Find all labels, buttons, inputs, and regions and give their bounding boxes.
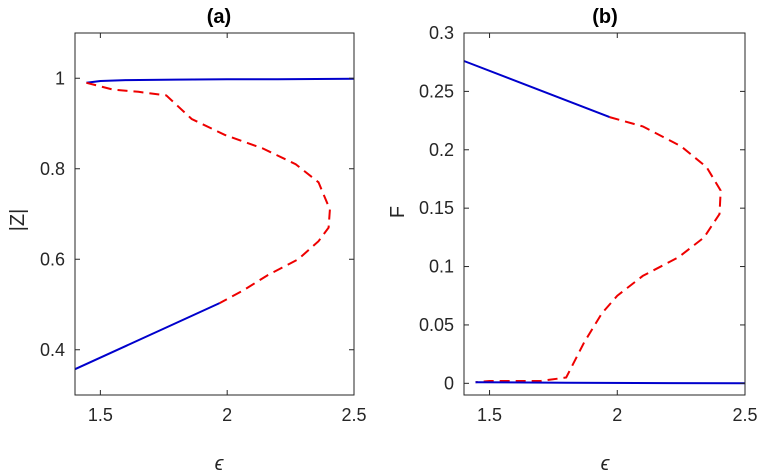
y-tick-label: 0.15 [419, 198, 454, 218]
series-line-stable-lower [475, 381, 746, 385]
x-tick-label: 2 [612, 405, 622, 425]
x-tick-label: 2.5 [341, 405, 366, 425]
y-tick-label: 0 [444, 373, 454, 393]
series-line-unstable [475, 116, 722, 384]
panel-b-plot [463, 60, 746, 385]
series-line-unstable [86, 81, 331, 304]
panel-a-x-label: ϵ [215, 453, 225, 474]
panel-a-axes-box [74, 32, 355, 396]
panel-b-title: (b) [592, 6, 618, 28]
x-tick-label: 1.5 [88, 405, 113, 425]
y-tick-label: 0.2 [429, 140, 454, 160]
y-tick-label: 0.1 [429, 257, 454, 277]
panel-b-ticks: 1.5 2 2.5 0 0.05 0.1 0.15 0.2 0.25 0.3 [419, 23, 758, 425]
y-tick-label: 0.05 [419, 315, 454, 335]
panel-b: (b) 1.5 2 2.5 0 0.05 0.1 0.15 0.2 0.25 0.3 ϵ F [387, 6, 758, 474]
panel-b-y-label: F [387, 206, 409, 218]
panel-a-y-label: |Z| [7, 209, 29, 232]
series-line-stable-upper [86, 77, 355, 84]
panel-a-plot [74, 77, 355, 371]
x-tick-label: 2 [222, 405, 232, 425]
y-tick-label: 0.8 [40, 159, 65, 179]
panel-a-title: (a) [207, 6, 231, 28]
panel-b-axes-box [463, 32, 746, 396]
panel-a-ticks: 1.5 2 2.5 0.4 0.6 0.8 1 [40, 33, 367, 425]
x-tick-label: 1.5 [477, 405, 502, 425]
y-tick-label: 0.25 [419, 81, 454, 101]
x-tick-label: 2.5 [732, 405, 757, 425]
series-line-stable-upper [463, 60, 610, 119]
y-tick-label: 0.3 [429, 23, 454, 43]
panel-a: (a) 1.5 2 2.5 0.4 0.6 0.8 1 ϵ |Z| [7, 6, 367, 474]
y-tick-label: 1 [55, 68, 65, 88]
y-tick-label: 0.4 [40, 340, 65, 360]
panel-b-x-label: ϵ [601, 453, 611, 474]
y-tick-label: 0.6 [40, 249, 65, 269]
series-line-stable-lower [74, 302, 221, 371]
